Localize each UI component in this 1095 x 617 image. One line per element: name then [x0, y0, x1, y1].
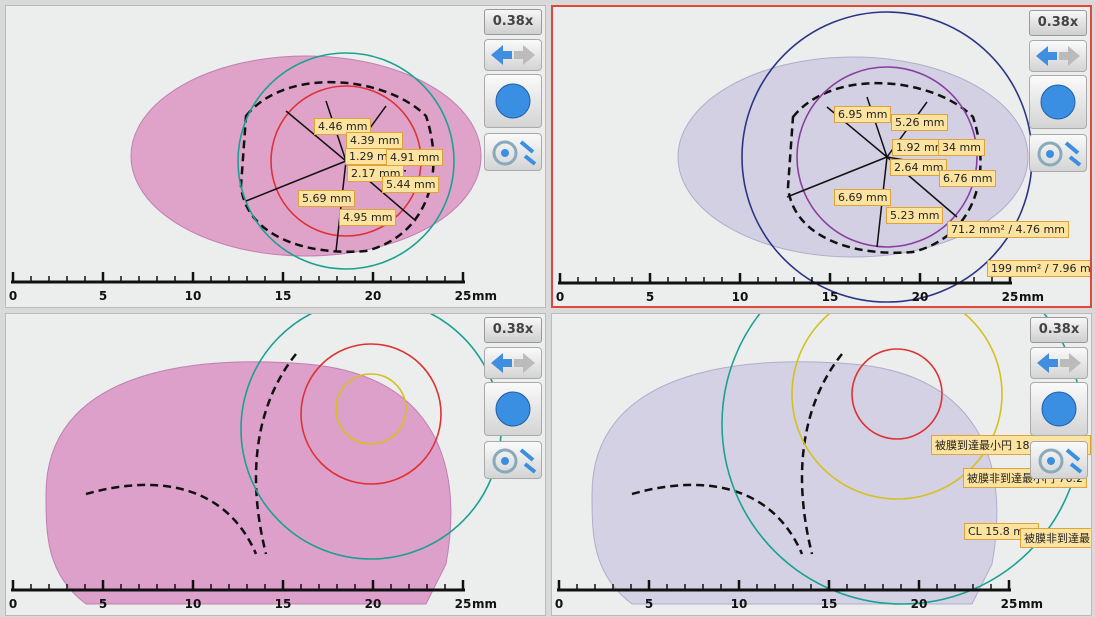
- arrows-icon: [1030, 41, 1086, 71]
- nav-arrows[interactable]: [484, 347, 542, 379]
- record-button[interactable]: [1029, 75, 1087, 129]
- tool-icon: [1031, 442, 1087, 478]
- scale-tick-label: 0: [9, 597, 17, 611]
- measurement-label: 34 mm: [938, 139, 985, 156]
- measurement-label: 5.23 mm: [886, 207, 943, 224]
- measurement-label: 6.76 mm: [939, 170, 996, 187]
- zoom-level[interactable]: 0.38x: [484, 317, 542, 343]
- scale-tick-label: 5: [99, 597, 107, 611]
- view-tool[interactable]: [484, 441, 542, 479]
- nav-arrows[interactable]: [1030, 347, 1088, 379]
- record-button[interactable]: [484, 382, 542, 436]
- scale-tick-label: 10: [731, 597, 748, 611]
- zoom-level[interactable]: 0.38x: [1030, 317, 1088, 343]
- scale-unit: mm: [1018, 597, 1043, 611]
- measurement-label: 5.26 mm: [891, 114, 948, 131]
- record-icon: [1030, 76, 1086, 128]
- measurement-label: 5.44 mm: [382, 176, 439, 193]
- scale-tick-label: 15: [821, 597, 838, 611]
- tool-icon: [1030, 135, 1086, 171]
- tissue: [46, 362, 451, 604]
- scale-tick-label: 10: [185, 597, 202, 611]
- scale-tick-label: 20: [912, 290, 929, 304]
- scale-tick-label: 25: [1002, 290, 1019, 304]
- measurement-label: 5.69 mm: [298, 190, 355, 207]
- scale-tick-label: 5: [646, 290, 654, 304]
- measurement-label: 4.39 mm: [346, 132, 403, 149]
- nav-arrows[interactable]: [1029, 40, 1087, 72]
- arrows-icon: [485, 40, 541, 70]
- arrows-icon: [1031, 348, 1087, 378]
- scale-tick-label: 20: [365, 289, 382, 303]
- record-icon: [1031, 383, 1087, 435]
- scale-tick-label: 0: [9, 289, 17, 303]
- measurement-label: 6.69 mm: [834, 189, 891, 206]
- scale-tick-label: 10: [185, 289, 202, 303]
- measurement-label: 4.95 mm: [339, 209, 396, 226]
- record-button[interactable]: [484, 74, 542, 128]
- measurement-label: 4.91 mm: [386, 149, 443, 166]
- scale-tick-label: 10: [732, 290, 749, 304]
- tool-icon: [485, 442, 541, 478]
- nav-arrows[interactable]: [484, 39, 542, 71]
- record-button[interactable]: [1030, 382, 1088, 436]
- scale-tick-label: 25: [455, 289, 472, 303]
- zoom-level[interactable]: 0.38x: [1029, 10, 1087, 36]
- scale-tick-label: 15: [275, 597, 292, 611]
- scale-tick-label: 20: [911, 597, 928, 611]
- record-icon: [485, 75, 541, 127]
- scale-tick-label: 5: [645, 597, 653, 611]
- scale-tick-label: 25: [1001, 597, 1018, 611]
- measurement-label: 6.95 mm: [834, 106, 891, 123]
- viewer: 0510152025mm4.46 mm4.39 mm1.29 mm4.91 mm…: [0, 0, 1095, 617]
- scale-unit: mm: [472, 289, 497, 303]
- view-tool[interactable]: [1029, 134, 1087, 172]
- scale-tick-label: 15: [275, 289, 292, 303]
- scale-unit: mm: [472, 597, 497, 611]
- scale-unit: mm: [1019, 290, 1044, 304]
- arrows-icon: [485, 348, 541, 378]
- scale-tick-label: 15: [822, 290, 839, 304]
- measurement-label: 被膜非到達最: [1020, 528, 1092, 548]
- scale-tick-label: 0: [555, 597, 563, 611]
- slide-canvas: [552, 314, 1092, 616]
- tool-icon: [485, 134, 541, 170]
- measurement-label: 199 mm² / 7.96 mr: [987, 260, 1092, 277]
- slide-canvas: [6, 314, 546, 616]
- record-icon: [485, 383, 541, 435]
- scale-tick-label: 0: [556, 290, 564, 304]
- slide-canvas: [6, 6, 546, 308]
- scale-tick-label: 25: [455, 597, 472, 611]
- view-tool[interactable]: [1030, 441, 1088, 479]
- scale-tick-label: 5: [99, 289, 107, 303]
- zoom-level[interactable]: 0.38x: [484, 9, 542, 35]
- measurement-label: 71.2 mm² / 4.76 mm: [947, 221, 1069, 238]
- scale-tick-label: 20: [365, 597, 382, 611]
- view-tool[interactable]: [484, 133, 542, 171]
